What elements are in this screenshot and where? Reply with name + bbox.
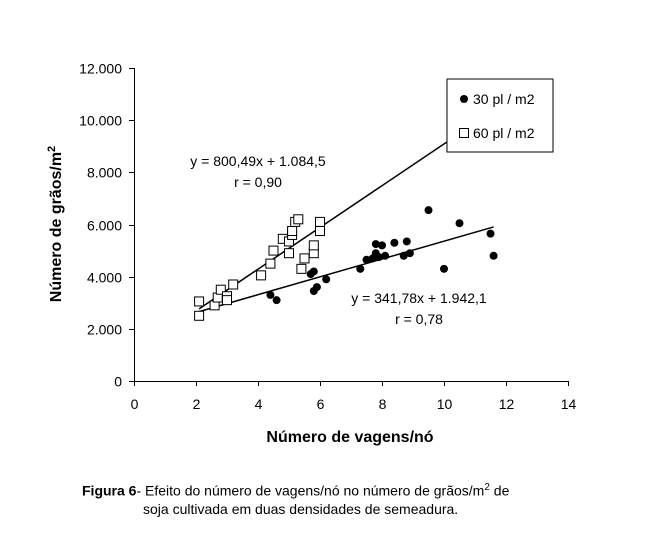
data-point-30 xyxy=(390,238,399,247)
data-point-30 xyxy=(405,249,414,258)
data-point-60 xyxy=(268,245,279,256)
caption-label: Figura 6 xyxy=(82,482,137,499)
trendline-r-60: r = 0,90 xyxy=(234,174,282,190)
y-tick-label: 10.000 xyxy=(79,113,122,129)
x-tick-label: 10 xyxy=(437,396,453,412)
data-point-60 xyxy=(222,295,232,306)
legend-marker-filled-circle xyxy=(460,95,468,103)
x-tick-label: 0 xyxy=(131,396,139,412)
legend: 30 pl / m2 60 pl / m2 xyxy=(446,78,554,153)
data-point-30 xyxy=(309,267,318,276)
data-point-60 xyxy=(228,279,239,290)
caption-line-1: Figura 6- Efeito do número de vagens/nó … xyxy=(82,478,509,501)
data-point-30 xyxy=(312,283,321,292)
data-point-60 xyxy=(315,216,325,227)
y-axis-ticks: 0 2.000 4.000 6.000 8.000 10.000 12.000 xyxy=(79,61,134,390)
data-point-30 xyxy=(381,251,390,260)
y-tick-label: 12.000 xyxy=(79,61,122,77)
y-tick-label: 4.000 xyxy=(87,270,122,286)
x-axis-ticks: 0 2 4 6 8 10 12 14 xyxy=(131,381,577,412)
data-point-60 xyxy=(256,270,267,281)
data-point-30 xyxy=(374,253,383,262)
caption-line-2: soja cultivada em duas densidades de sem… xyxy=(143,501,459,517)
trendlines xyxy=(198,132,494,313)
data-point-60 xyxy=(194,310,205,321)
data-point-30 xyxy=(455,219,464,228)
y-tick-label: 8.000 xyxy=(87,165,122,181)
data-point-30 xyxy=(362,255,371,264)
y-axis-title: Número de grãos/m2 xyxy=(46,146,65,302)
trendline-equation-30: y = 341,78x + 1.942,1 xyxy=(351,290,487,306)
data-point-30 xyxy=(402,237,411,246)
y-tick-label: 0 xyxy=(114,374,122,390)
data-point-30 xyxy=(266,290,275,299)
data-point-60 xyxy=(293,214,304,225)
x-tick-label: 14 xyxy=(561,396,577,412)
trendline-label-60: y = 800,49x + 1.084,5 r = 0,90 xyxy=(190,153,326,190)
plot-area: 0 2 4 6 8 10 12 14 0 2.000 4.000 6.000 8.000 10.000 1… xyxy=(79,61,576,413)
data-point-60 xyxy=(265,258,276,269)
data-point-60 xyxy=(215,284,226,295)
trendline-r-30: r = 0,78 xyxy=(395,311,443,327)
trendline-equation-60: y = 800,49x + 1.084,5 xyxy=(190,153,326,169)
legend-marker-open-square xyxy=(459,128,469,138)
x-tick-label: 8 xyxy=(379,396,387,412)
data-point-60 xyxy=(284,248,294,259)
data-point-60 xyxy=(315,226,325,237)
data-point-30 xyxy=(440,264,448,273)
caption-superscript: 2 xyxy=(484,482,490,493)
scatter-chart: 0 2 4 6 8 10 12 14 0 2.000 4.000 6.000 8.000 10.000 1… xyxy=(46,61,576,447)
legend-box xyxy=(446,78,554,153)
caption-text-end: de xyxy=(489,482,510,499)
caption-text: - Efeito do número de vagens/nó no númer… xyxy=(136,482,485,499)
x-tick-label: 6 xyxy=(317,396,325,412)
data-point-30 xyxy=(272,296,281,305)
data-point-30 xyxy=(399,251,408,260)
data-point-30 xyxy=(356,264,365,273)
data-markers xyxy=(194,206,498,321)
data-point-30 xyxy=(486,229,495,238)
data-point-60 xyxy=(287,226,298,237)
trendline-label-30: y = 341,78x + 1.942,1 r = 0,78 xyxy=(351,290,487,327)
legend-label-30: 30 pl / m2 xyxy=(473,91,535,107)
y-tick-label: 6.000 xyxy=(87,218,122,234)
data-point-30 xyxy=(371,240,380,249)
x-axis-title: Número de vagens/nó xyxy=(266,429,433,446)
trendline-30 xyxy=(198,226,494,313)
trendline-60 xyxy=(198,132,460,310)
x-tick-label: 2 xyxy=(193,396,201,412)
x-tick-label: 4 xyxy=(255,396,263,412)
data-point-60 xyxy=(299,253,310,264)
data-point-30 xyxy=(489,251,498,260)
data-point-30 xyxy=(322,275,331,284)
data-point-60 xyxy=(194,296,205,307)
x-tick-label: 12 xyxy=(499,396,515,412)
data-point-60 xyxy=(296,263,307,274)
data-point-30 xyxy=(378,241,386,250)
y-tick-label: 2.000 xyxy=(87,322,122,338)
data-point-60 xyxy=(308,240,319,251)
legend-label-60: 60 pl / m2 xyxy=(473,125,535,141)
data-point-30 xyxy=(424,206,433,215)
